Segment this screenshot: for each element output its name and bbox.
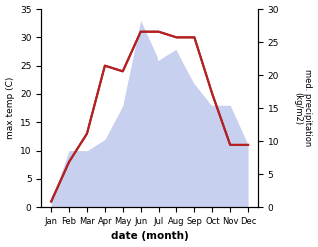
Y-axis label: med. precipitation
(kg/m2): med. precipitation (kg/m2): [293, 69, 313, 147]
X-axis label: date (month): date (month): [111, 231, 189, 242]
Y-axis label: max temp (C): max temp (C): [5, 77, 15, 139]
